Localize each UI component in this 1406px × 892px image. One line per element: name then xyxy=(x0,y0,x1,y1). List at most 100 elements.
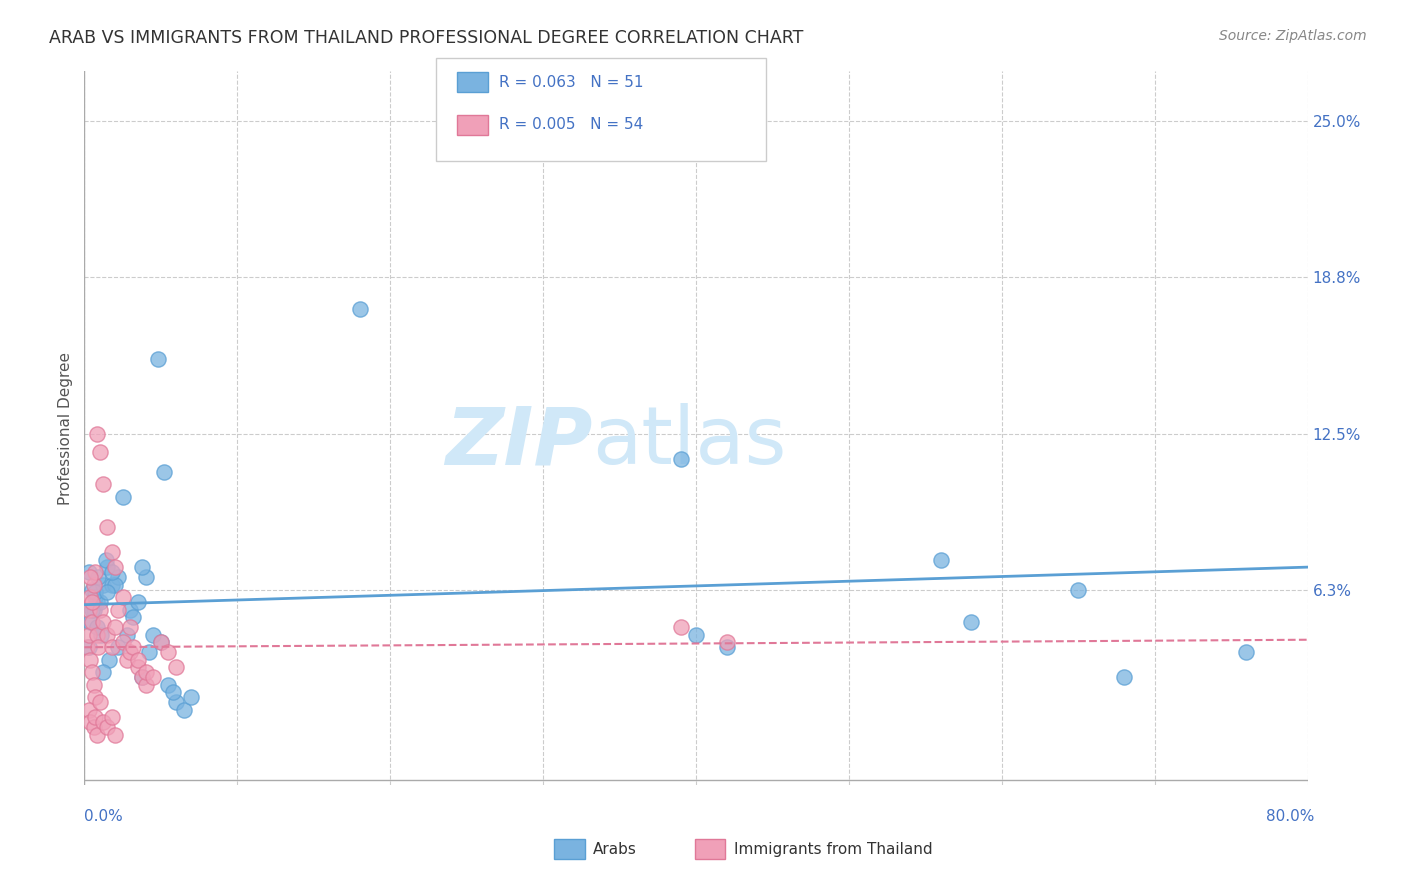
Point xyxy=(79,653,101,667)
Point xyxy=(115,628,138,642)
Point xyxy=(79,570,101,584)
Point xyxy=(173,703,195,717)
Point xyxy=(101,565,124,579)
Point xyxy=(127,653,149,667)
Point xyxy=(91,715,114,730)
Point xyxy=(104,577,127,591)
Point xyxy=(79,615,101,630)
Point xyxy=(111,590,134,604)
Point xyxy=(86,427,108,442)
Point xyxy=(101,710,124,724)
Point xyxy=(80,595,103,609)
Point xyxy=(111,635,134,649)
Point xyxy=(91,477,114,491)
Point xyxy=(142,628,165,642)
Point xyxy=(157,678,180,692)
Point xyxy=(91,577,114,591)
Point xyxy=(77,565,100,579)
Point xyxy=(83,720,105,734)
Point xyxy=(120,603,142,617)
Point xyxy=(165,660,187,674)
Point xyxy=(83,577,105,591)
Point xyxy=(669,452,692,467)
Text: ZIP: ZIP xyxy=(444,403,592,482)
Point xyxy=(89,445,111,459)
Point xyxy=(685,628,707,642)
Point xyxy=(115,653,138,667)
Point xyxy=(111,490,134,504)
Point xyxy=(87,570,110,584)
Point xyxy=(131,670,153,684)
Point xyxy=(76,640,98,655)
Point xyxy=(122,640,145,655)
Point xyxy=(107,640,129,655)
Point xyxy=(86,628,108,642)
Text: Immigrants from Thailand: Immigrants from Thailand xyxy=(734,842,932,856)
Point xyxy=(107,570,129,584)
Point xyxy=(138,645,160,659)
Point xyxy=(101,640,124,655)
Point xyxy=(90,628,112,642)
Point xyxy=(149,635,172,649)
Point xyxy=(104,560,127,574)
Point xyxy=(135,570,157,584)
Point xyxy=(86,728,108,742)
Y-axis label: Professional Degree: Professional Degree xyxy=(58,351,73,505)
Point xyxy=(1236,645,1258,659)
Point xyxy=(131,670,153,684)
Point xyxy=(80,665,103,680)
Text: 80.0%: 80.0% xyxy=(1267,809,1315,823)
Point xyxy=(127,595,149,609)
Point xyxy=(96,560,118,574)
Point xyxy=(146,352,169,367)
Text: Source: ZipAtlas.com: Source: ZipAtlas.com xyxy=(1219,29,1367,44)
Point xyxy=(162,685,184,699)
Point xyxy=(120,645,142,659)
Point xyxy=(101,545,124,559)
Point xyxy=(131,560,153,574)
Point xyxy=(80,582,103,597)
Point xyxy=(96,628,118,642)
Point xyxy=(716,635,738,649)
Point xyxy=(960,615,983,630)
Point xyxy=(107,603,129,617)
Point xyxy=(84,710,107,724)
Point xyxy=(77,640,100,655)
Point xyxy=(122,610,145,624)
Point xyxy=(97,653,120,667)
Point xyxy=(87,640,110,655)
Point xyxy=(84,690,107,705)
Point xyxy=(1067,582,1090,597)
Point xyxy=(91,665,114,680)
Point xyxy=(135,665,157,680)
Point xyxy=(89,695,111,709)
Text: atlas: atlas xyxy=(592,403,786,482)
Point xyxy=(104,620,127,634)
Point xyxy=(142,670,165,684)
Text: R = 0.063   N = 51: R = 0.063 N = 51 xyxy=(499,75,644,89)
Point xyxy=(94,552,117,566)
Point xyxy=(89,603,111,617)
Point xyxy=(91,615,114,630)
Point xyxy=(84,585,107,599)
Point xyxy=(84,565,107,579)
Point xyxy=(135,678,157,692)
Text: ARAB VS IMMIGRANTS FROM THAILAND PROFESSIONAL DEGREE CORRELATION CHART: ARAB VS IMMIGRANTS FROM THAILAND PROFESS… xyxy=(49,29,804,47)
Point xyxy=(165,695,187,709)
Point xyxy=(120,620,142,634)
Point xyxy=(80,615,103,630)
Point xyxy=(83,678,105,692)
Text: Arabs: Arabs xyxy=(593,842,637,856)
Point xyxy=(101,577,124,591)
Point xyxy=(84,590,107,604)
Point xyxy=(349,302,371,317)
Point xyxy=(716,640,738,655)
Point xyxy=(1114,670,1136,684)
Point xyxy=(96,720,118,734)
Point xyxy=(77,703,100,717)
Point xyxy=(83,603,105,617)
Point xyxy=(929,552,952,566)
Point xyxy=(86,620,108,634)
Point xyxy=(77,603,100,617)
Text: 0.0%: 0.0% xyxy=(84,809,124,823)
